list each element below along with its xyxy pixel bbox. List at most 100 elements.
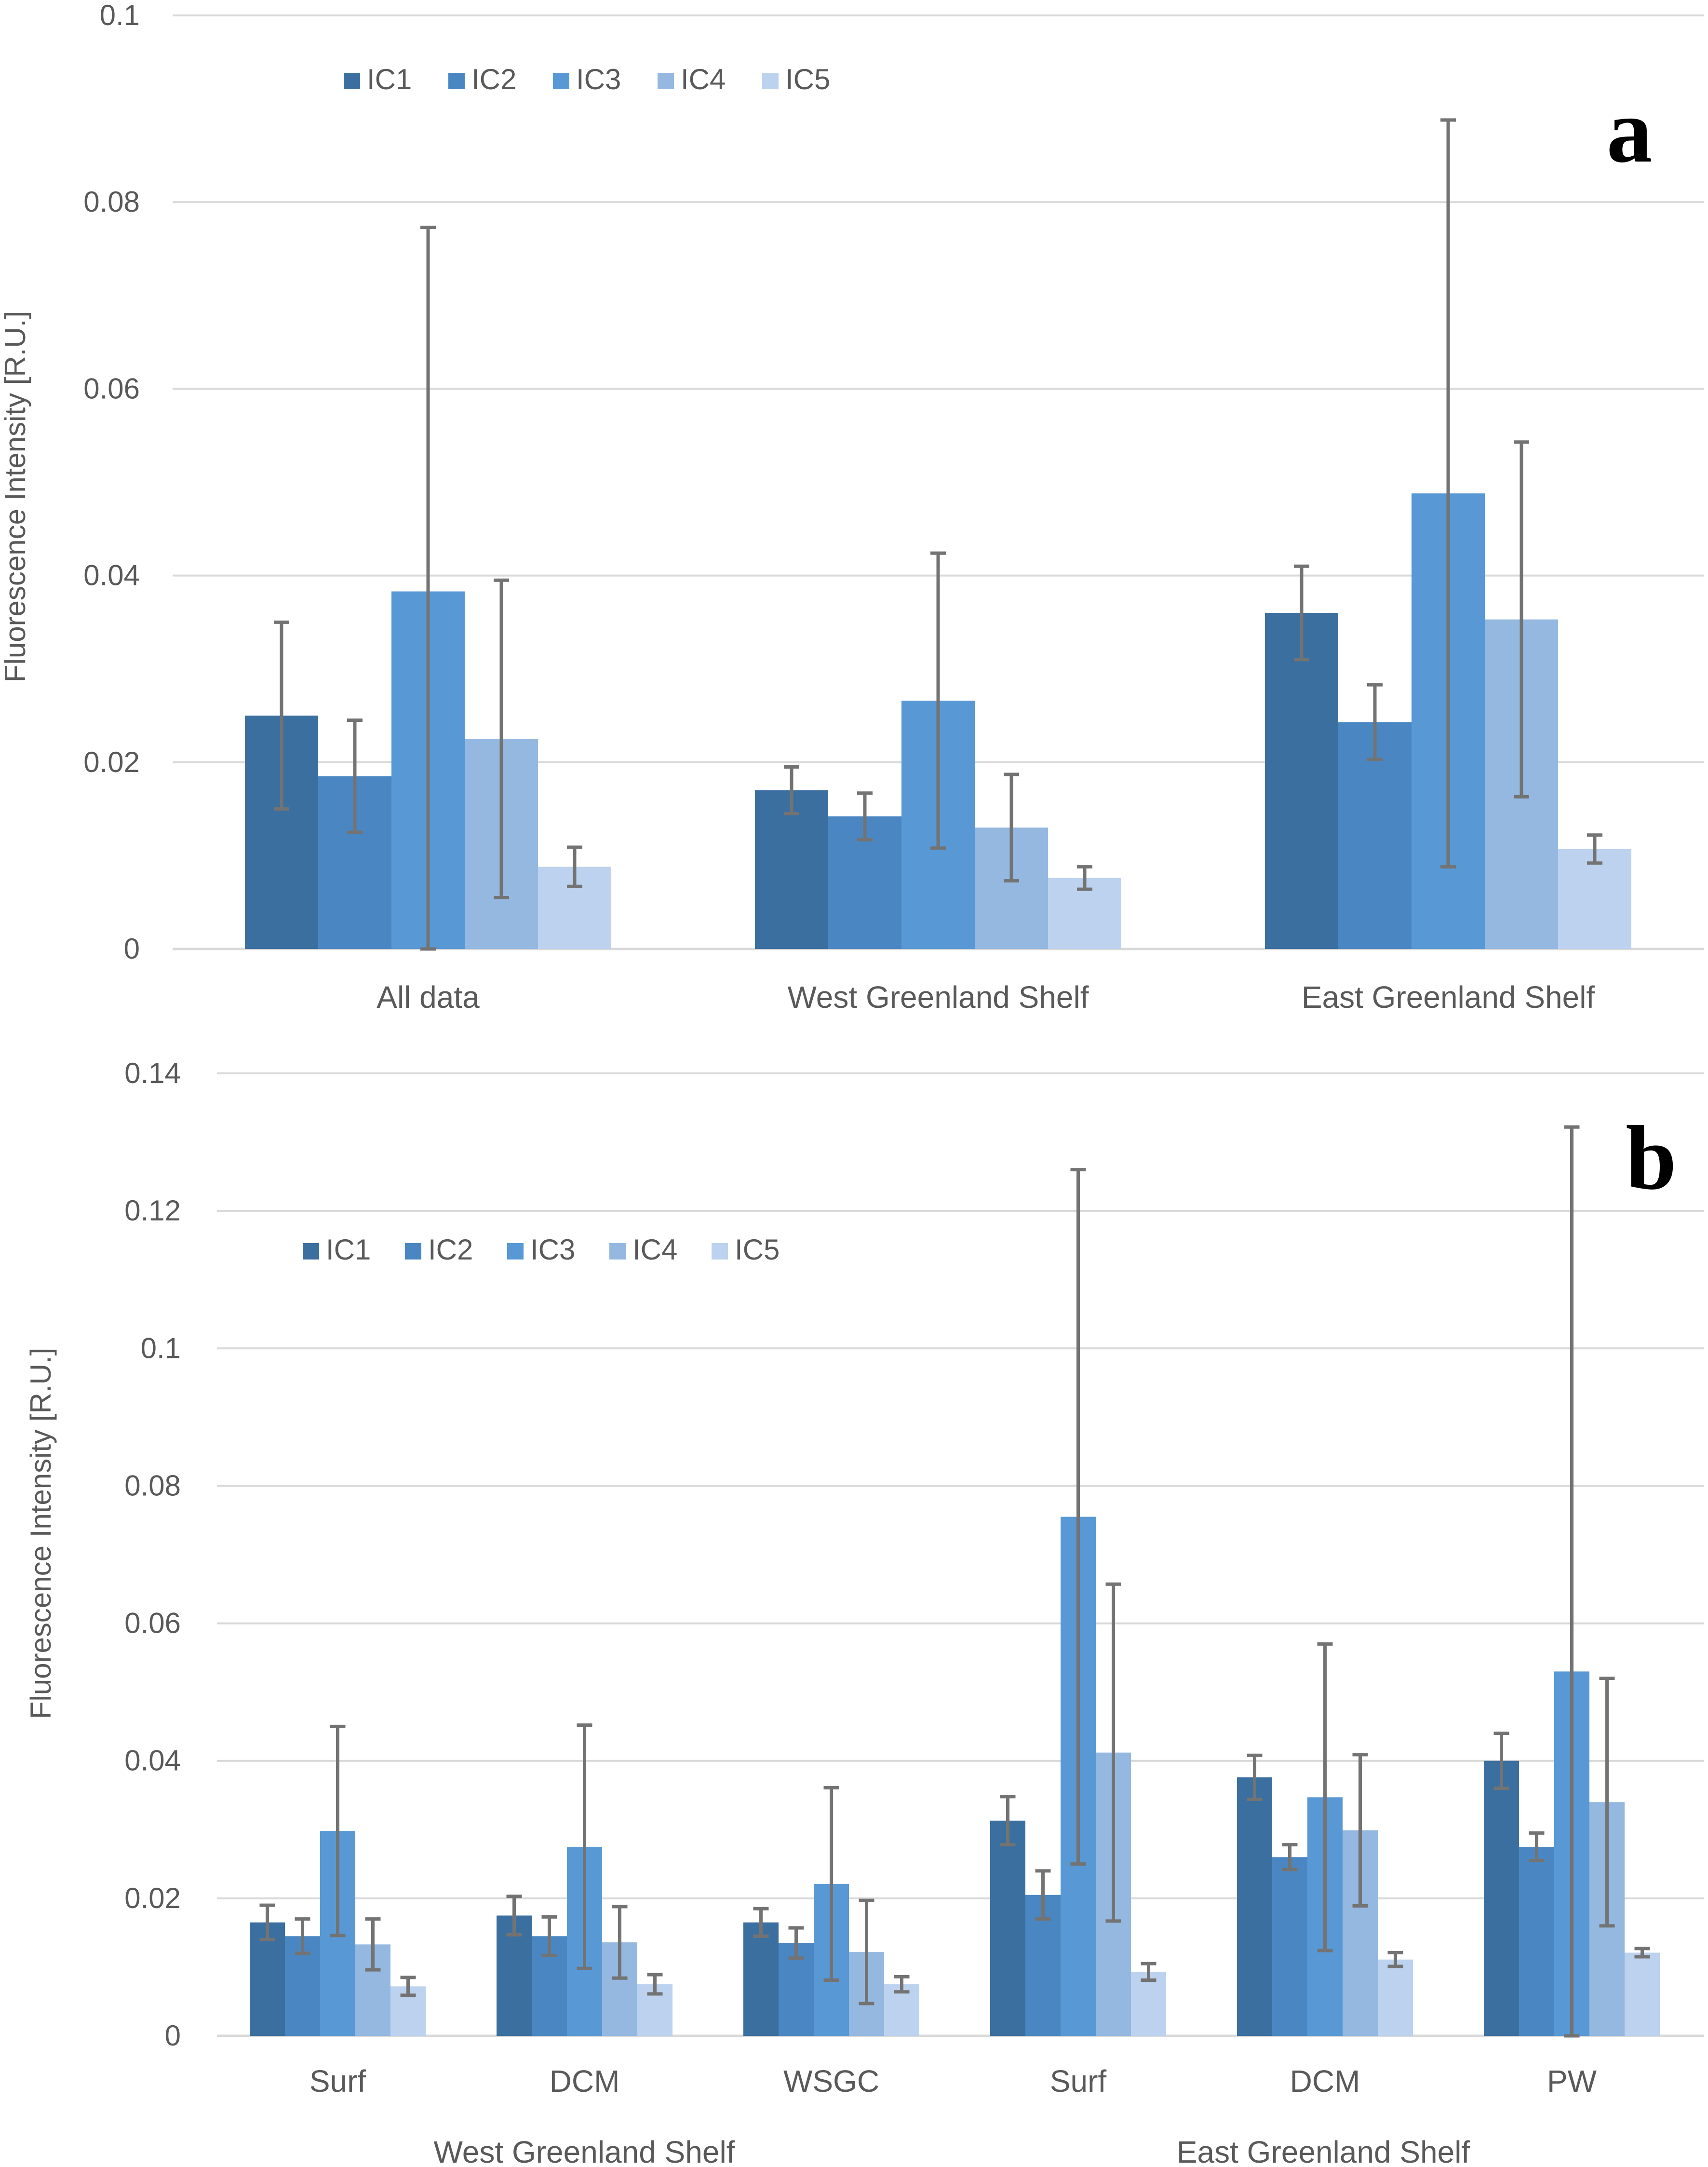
panel-a-legend-label-ic4: IC4 bbox=[681, 63, 726, 95]
panel-b-y-tick-label: 0.14 bbox=[124, 1057, 181, 1089]
panel-a-legend-label-ic5: IC5 bbox=[785, 63, 830, 95]
panel-b-y-tick-label: 0.12 bbox=[124, 1194, 181, 1227]
panel-b-bars bbox=[250, 1517, 1660, 2036]
panel-b-error-bar-ic4-3 bbox=[1105, 1582, 1121, 1923]
panel-a-legend-swatch-ic3 bbox=[553, 73, 569, 89]
panel-a-error-bar-ic2-0 bbox=[347, 718, 363, 834]
panel-b-bar-ic1-0 bbox=[250, 1922, 285, 2036]
panel-b-y-tick-label: 0.08 bbox=[124, 1469, 181, 1502]
panel-b-error-bar-ic3-3 bbox=[1070, 1168, 1086, 1866]
panel-a-y-ticks: 0 0.02 0.04 0.06 0.08 0.1 bbox=[83, 0, 140, 965]
panel-b-error-bar-ic4-4 bbox=[1352, 1753, 1368, 1908]
panel-a-x-tick-label: East Greenland Shelf bbox=[1302, 980, 1595, 1015]
panel-b-y-tick-label: 0 bbox=[165, 2019, 181, 2052]
panel-b-group-label-east: East Greenland Shelf bbox=[1177, 2135, 1470, 2167]
panel-a-bar-ic1-2 bbox=[1265, 613, 1338, 949]
panel-a-y-tick-label: 0 bbox=[124, 933, 140, 965]
panel-b-y-tick-label: 0.04 bbox=[124, 1745, 181, 1777]
panel-a-error-bar-ic2-2 bbox=[1367, 683, 1383, 761]
panel-b-gridlines bbox=[217, 1072, 1704, 2037]
panel-a-error-bar-ic5-0 bbox=[567, 845, 582, 888]
panel-b-legend-swatch-ic5 bbox=[712, 1243, 728, 1260]
panel-b-y-ticks: 0 0.02 0.04 0.06 0.08 0.1 0.12 0.14 bbox=[124, 1057, 181, 2052]
panel-b-error-bar-ic3-0 bbox=[330, 1724, 346, 1937]
panel-a-x-tick-label: West Greenland Shelf bbox=[788, 980, 1089, 1015]
panel-b-x-tick-label: DCM bbox=[550, 2064, 620, 2099]
panel-a-error-bar-ic5-1 bbox=[1077, 865, 1092, 891]
panel-a-error-bar-ic4-1 bbox=[1004, 772, 1019, 883]
panel-b-bar-ic2-5 bbox=[1519, 1846, 1554, 2036]
panel-a-error-bar-ic4-2 bbox=[1514, 440, 1529, 799]
panel-b-error-bar-ic5-3 bbox=[1141, 1962, 1157, 1982]
panel-a-x-ticks: All data West Greenland Shelf East Greenla… bbox=[377, 980, 1595, 1015]
panel-b-legend-label-ic5: IC5 bbox=[735, 1233, 780, 1266]
panel-b-x-ticks: Surf DCM WSGC Surf DCM PW bbox=[309, 2064, 1597, 2099]
panel-a-legend-swatch-ic4 bbox=[658, 73, 674, 89]
panel-b-x-tick-label: DCM bbox=[1290, 2064, 1360, 2099]
panel-b-error-bar-ic2-0 bbox=[295, 1917, 310, 1955]
panel-a-chart: 0 0.02 0.04 0.06 0.08 0.1 All data West Greenl… bbox=[0, 0, 1704, 1015]
panel-b-bar-ic5-3 bbox=[1131, 1972, 1166, 2036]
panel-a-legend-label-ic1: IC1 bbox=[367, 63, 412, 95]
panel-b-x-tick-label: WSGC bbox=[783, 2064, 879, 2099]
panel-a-error-bar-ic4-0 bbox=[494, 578, 509, 900]
panel-b-error-bar-ic1-3 bbox=[1000, 1795, 1016, 1847]
panel-b-label: b bbox=[1626, 1108, 1677, 1209]
panel-b-legend-label-ic3: IC3 bbox=[530, 1233, 575, 1266]
panel-b-error-bar-ic3-2 bbox=[823, 1786, 839, 1982]
panel-b-legend-swatch-ic1 bbox=[303, 1243, 319, 1260]
panel-a-error-bar-ic3-1 bbox=[930, 551, 946, 850]
panel-b-group-label-west: West Greenland Shelf bbox=[434, 2135, 735, 2167]
panel-a-bar-ic5-2 bbox=[1558, 849, 1631, 949]
panel-a-legend-label-ic2: IC2 bbox=[471, 63, 516, 95]
panel-b-error-bar-ic1-2 bbox=[753, 1907, 769, 1938]
panel-b-error-bars bbox=[259, 1125, 1650, 2038]
panel-a-legend-label-ic3: IC3 bbox=[576, 63, 621, 95]
panel-b-error-bar-ic1-4 bbox=[1247, 1753, 1263, 1801]
panel-a-y-axis-label: Fluorescence Intensity [R.U.] bbox=[0, 311, 31, 682]
panel-a-error-bar-ic3-0 bbox=[420, 225, 436, 951]
panel-b-bar-ic1-5 bbox=[1484, 1761, 1519, 2036]
panel-a-y-tick-label: 0.04 bbox=[83, 559, 140, 592]
panel-a-y-tick-label: 0.06 bbox=[83, 372, 140, 405]
panel-b-error-bar-ic4-1 bbox=[612, 1905, 628, 1980]
panel-a-y-tick-label: 0.1 bbox=[100, 0, 140, 31]
panel-b-y-tick-label: 0.02 bbox=[124, 1882, 181, 1914]
panel-a-error-bar-ic5-2 bbox=[1587, 833, 1602, 865]
panel-b-chart: 0 0.02 0.04 0.06 0.08 0.1 0.12 0.14 Surf DCM WSGC… bbox=[25, 1057, 1704, 2167]
panel-b-bar-ic5-4 bbox=[1378, 1959, 1413, 2036]
panel-a-error-bar-ic1-1 bbox=[784, 765, 799, 815]
panel-a-error-bar-ic2-1 bbox=[857, 791, 873, 841]
panel-b-error-bar-ic2-2 bbox=[788, 1926, 804, 1960]
panel-a-legend-swatch-ic1 bbox=[344, 73, 360, 89]
panel-b-error-bar-ic5-5 bbox=[1634, 1947, 1650, 1959]
panel-a-y-tick-label: 0.02 bbox=[83, 746, 140, 778]
panel-a-error-bars bbox=[274, 118, 1602, 951]
panel-b-bar-ic1-3 bbox=[990, 1820, 1025, 2036]
panel-b-bar-ic2-4 bbox=[1272, 1857, 1307, 2036]
panel-b-error-bar-ic2-3 bbox=[1035, 1869, 1051, 1921]
panel-b-x-tick-label: PW bbox=[1547, 2064, 1597, 2099]
panel-b-legend-label-ic2: IC2 bbox=[428, 1233, 473, 1266]
panel-b-error-bar-ic5-2 bbox=[894, 1975, 910, 1994]
panel-b-error-bar-ic4-0 bbox=[365, 1917, 381, 1972]
panel-b-error-bar-ic5-0 bbox=[400, 1976, 416, 1997]
panel-b-bar-ic1-2 bbox=[743, 1922, 779, 2036]
panel-a-error-bar-ic3-2 bbox=[1440, 118, 1456, 869]
panel-a-label: a bbox=[1607, 81, 1653, 182]
panel-b-error-bar-ic1-0 bbox=[259, 1903, 275, 1941]
panel-b-legend: IC1 IC2 IC3 IC4 IC5 bbox=[303, 1233, 780, 1266]
panel-b-bar-ic1-4 bbox=[1237, 1777, 1272, 2036]
panel-b-legend-swatch-ic4 bbox=[609, 1243, 626, 1260]
panel-a-x-tick-label: All data bbox=[377, 980, 480, 1015]
panel-b-bar-ic5-5 bbox=[1625, 1952, 1660, 2036]
panel-b-error-bar-ic2-5 bbox=[1529, 1831, 1545, 1862]
panel-b-error-bar-ic2-1 bbox=[541, 1915, 557, 1957]
panel-a-legend-swatch-ic2 bbox=[448, 73, 465, 89]
panel-b-error-bar-ic3-5 bbox=[1564, 1125, 1580, 2038]
panel-b-error-bar-ic4-5 bbox=[1599, 1677, 1615, 1928]
panel-b-legend-swatch-ic2 bbox=[405, 1243, 421, 1260]
panel-b-x-tick-label: Surf bbox=[1050, 2064, 1107, 2099]
panel-b-legend-swatch-ic3 bbox=[507, 1243, 524, 1260]
